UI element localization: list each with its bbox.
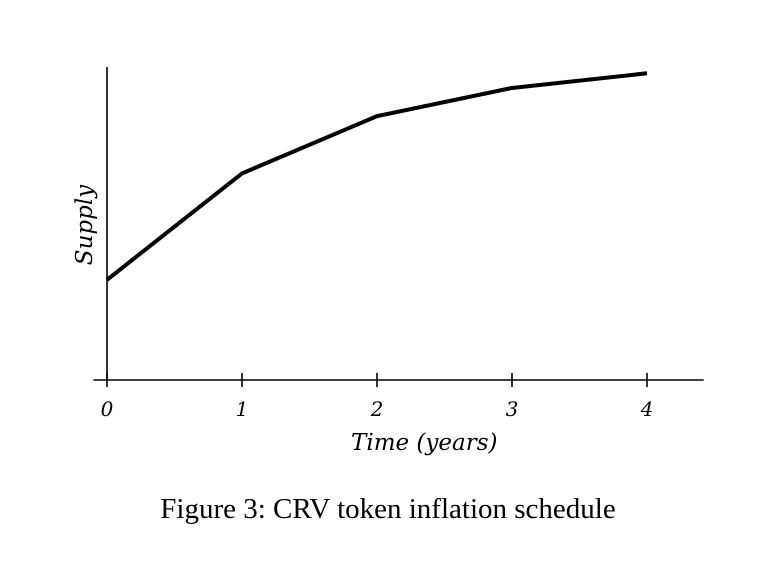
x-axis-label: Time (years) [351,430,498,456]
x-tick-label-4: 4 [640,397,654,421]
x-tick-label-0: 0 [101,397,114,421]
supply-series-line [105,71,648,282]
x-tick-label-1: 1 [236,397,249,421]
y-axis-label: Supply [72,184,98,265]
x-tick-label-2: 2 [370,397,384,421]
x-tick-label-3: 3 [506,397,519,421]
x-tick-labels: 0 1 2 3 4 [101,397,654,421]
figure-caption: Figure 3: CRV token inflation schedule [160,493,616,525]
x-ticks [106,373,648,387]
